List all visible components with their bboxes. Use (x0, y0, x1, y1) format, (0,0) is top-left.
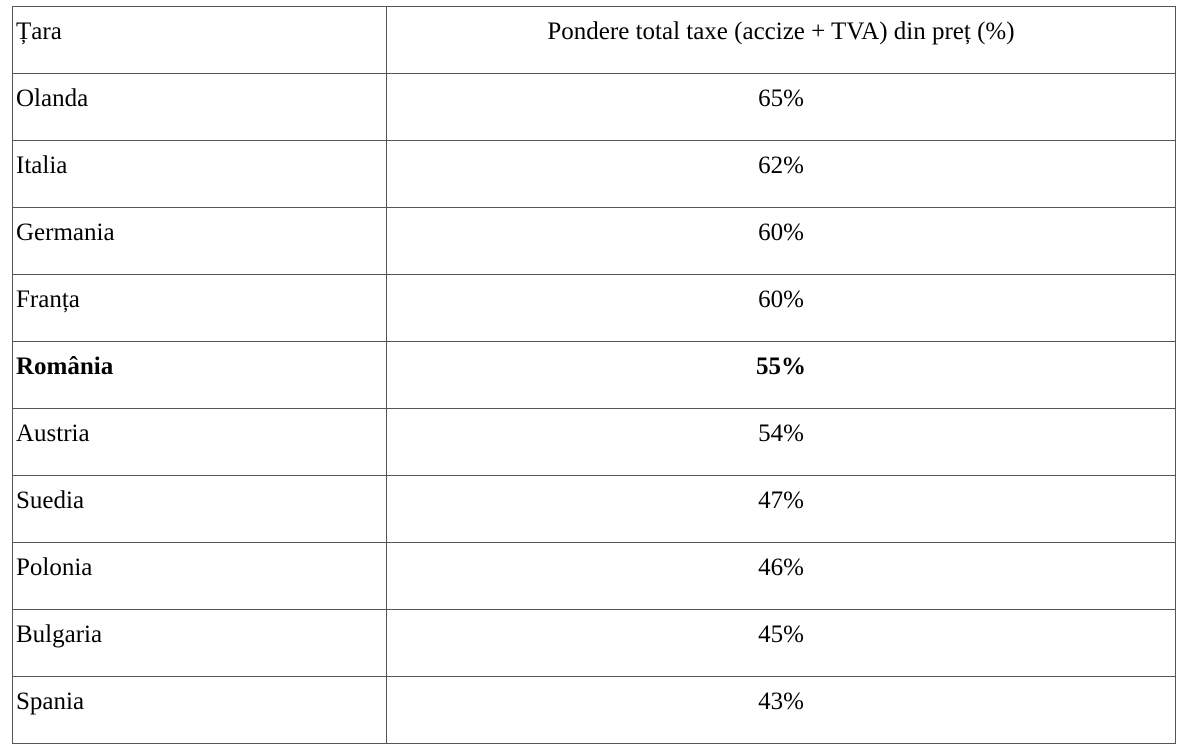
tax-share-cell: 47% (386, 475, 1176, 543)
table-row: Olanda 65% (12, 73, 1176, 141)
country-cell: Olanda (12, 73, 387, 141)
country-cell: Franța (12, 274, 387, 342)
tax-share-cell: 54% (386, 408, 1176, 476)
tax-share-cell: 60% (386, 207, 1176, 275)
country-cell: Italia (12, 140, 387, 208)
table-row: Suedia 47% (12, 475, 1176, 543)
table-row: Polonia 46% (12, 542, 1176, 610)
country-cell: Austria (12, 408, 387, 476)
tax-share-cell: 45% (386, 609, 1176, 677)
tax-share-cell: 46% (386, 542, 1176, 610)
country-cell: Bulgaria (12, 609, 387, 677)
country-cell: Suedia (12, 475, 387, 543)
tax-share-table: Țara Pondere total taxe (accize + TVA) d… (12, 6, 1176, 744)
table-row-highlighted: România 55% (12, 341, 1176, 409)
table-row: Spania 43% (12, 676, 1176, 744)
tax-share-cell: 65% (386, 73, 1176, 141)
header-tax-share: Pondere total taxe (accize + TVA) din pr… (386, 6, 1176, 74)
table-row: Franța 60% (12, 274, 1176, 342)
table-row: Austria 54% (12, 408, 1176, 476)
table-row: Germania 60% (12, 207, 1176, 275)
tax-share-cell: 60% (386, 274, 1176, 342)
country-cell: România (12, 341, 387, 409)
tax-share-cell: 43% (386, 676, 1176, 744)
country-cell: Polonia (12, 542, 387, 610)
header-country: Țara (12, 6, 387, 74)
country-cell: Germania (12, 207, 387, 275)
tax-share-cell: 62% (386, 140, 1176, 208)
table-row: Bulgaria 45% (12, 609, 1176, 677)
table-header-row: Țara Pondere total taxe (accize + TVA) d… (12, 6, 1176, 74)
tax-share-cell: 55% (386, 341, 1176, 409)
country-cell: Spania (12, 676, 387, 744)
table-row: Italia 62% (12, 140, 1176, 208)
